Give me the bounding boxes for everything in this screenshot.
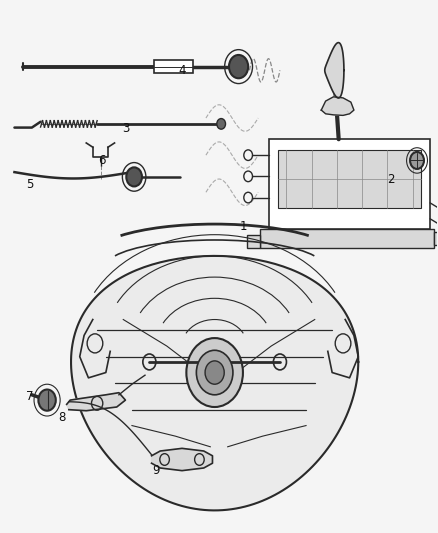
Polygon shape — [71, 256, 358, 511]
Circle shape — [217, 118, 226, 129]
Text: 8: 8 — [59, 411, 66, 424]
Polygon shape — [278, 150, 421, 208]
Polygon shape — [321, 97, 354, 115]
Circle shape — [229, 55, 248, 78]
Text: 3: 3 — [122, 122, 129, 135]
Circle shape — [410, 152, 424, 169]
Text: 9: 9 — [152, 464, 159, 477]
Polygon shape — [152, 448, 212, 471]
Text: 5: 5 — [26, 178, 33, 191]
Circle shape — [126, 167, 142, 187]
Polygon shape — [260, 229, 434, 248]
Text: 6: 6 — [98, 154, 105, 167]
Text: 2: 2 — [387, 173, 395, 185]
Polygon shape — [67, 393, 125, 411]
Text: 4: 4 — [178, 64, 186, 77]
Polygon shape — [269, 139, 430, 229]
Polygon shape — [154, 60, 193, 73]
Text: 1: 1 — [239, 220, 247, 233]
Circle shape — [205, 361, 224, 384]
Text: 7: 7 — [26, 390, 33, 403]
Circle shape — [186, 338, 243, 407]
Circle shape — [39, 390, 56, 411]
Polygon shape — [434, 232, 438, 245]
Polygon shape — [325, 43, 344, 98]
Circle shape — [196, 350, 233, 395]
Polygon shape — [247, 235, 260, 248]
